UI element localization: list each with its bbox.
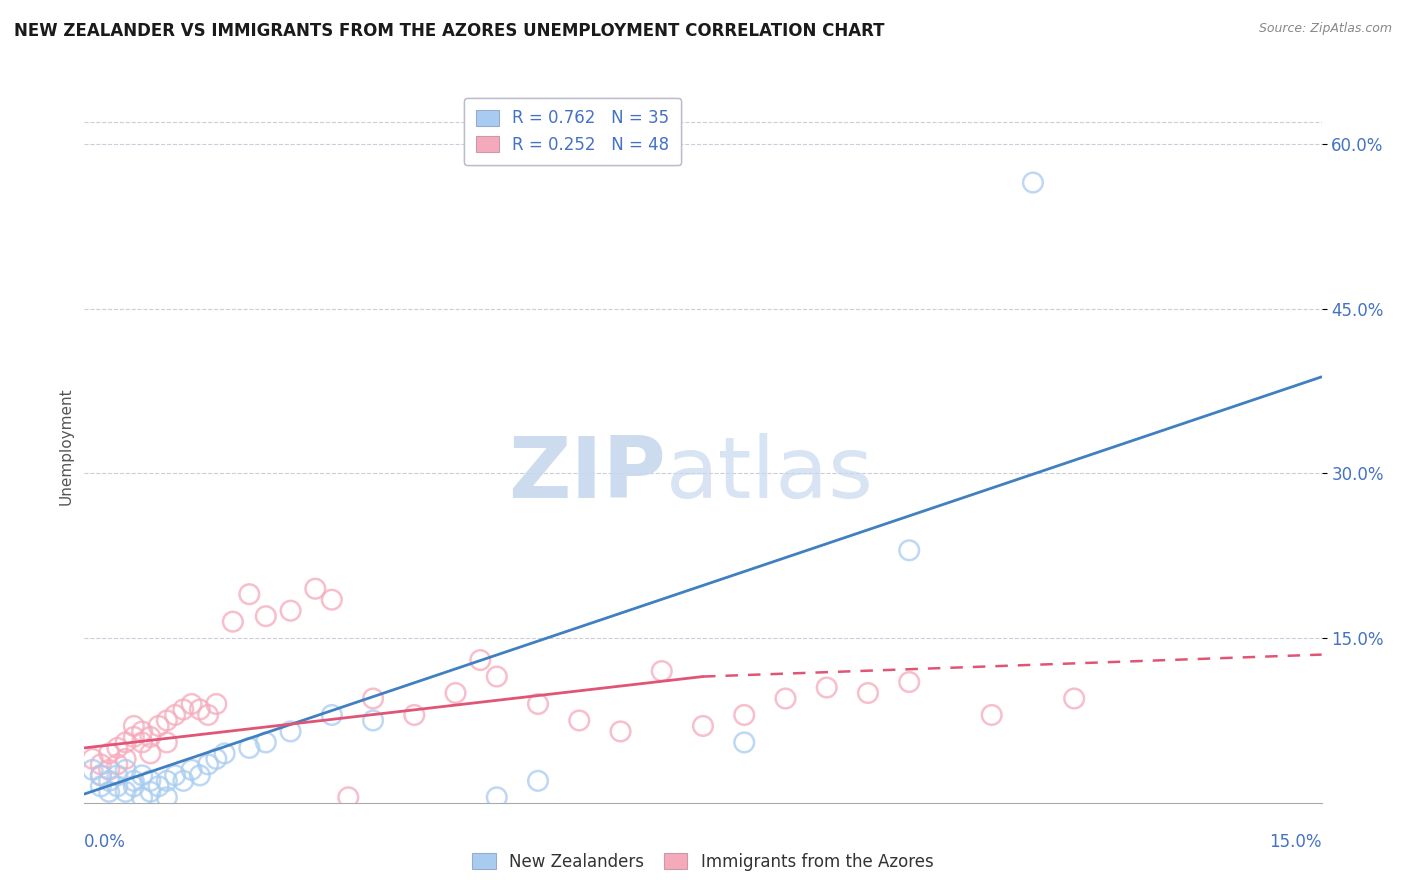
Point <box>651 664 673 678</box>
Point <box>238 740 260 755</box>
Point <box>131 724 153 739</box>
Point <box>114 785 136 799</box>
Legend: New Zealanders, Immigrants from the Azores: New Zealanders, Immigrants from the Azor… <box>464 845 942 880</box>
Point <box>980 708 1002 723</box>
Point <box>485 669 508 683</box>
Point <box>122 780 145 794</box>
Point <box>105 768 128 782</box>
Point <box>898 675 921 690</box>
Text: Source: ZipAtlas.com: Source: ZipAtlas.com <box>1258 22 1392 36</box>
Point <box>205 697 228 711</box>
Point <box>105 780 128 794</box>
Point <box>214 747 236 761</box>
Point <box>254 609 277 624</box>
Point <box>98 747 121 761</box>
Point <box>114 735 136 749</box>
Point <box>122 773 145 788</box>
Point <box>114 763 136 777</box>
Y-axis label: Unemployment: Unemployment <box>58 387 73 505</box>
Point <box>131 790 153 805</box>
Point <box>172 773 194 788</box>
Point <box>148 780 170 794</box>
Point <box>568 714 591 728</box>
Text: NEW ZEALANDER VS IMMIGRANTS FROM THE AZORES UNEMPLOYMENT CORRELATION CHART: NEW ZEALANDER VS IMMIGRANTS FROM THE AZO… <box>14 22 884 40</box>
Text: 0.0%: 0.0% <box>84 833 127 851</box>
Point <box>856 686 879 700</box>
Point <box>527 773 550 788</box>
Point <box>139 785 162 799</box>
Text: atlas: atlas <box>666 433 875 516</box>
Point <box>280 724 302 739</box>
Point <box>321 708 343 723</box>
Point <box>180 763 202 777</box>
Point <box>90 780 112 794</box>
Point <box>692 719 714 733</box>
Point <box>321 592 343 607</box>
Point <box>404 708 426 723</box>
Point <box>1063 691 1085 706</box>
Point <box>304 582 326 596</box>
Point <box>188 768 211 782</box>
Point <box>131 735 153 749</box>
Text: 15.0%: 15.0% <box>1270 833 1322 851</box>
Point <box>139 773 162 788</box>
Point <box>98 785 121 799</box>
Point <box>1022 176 1045 190</box>
Point <box>165 708 187 723</box>
Point <box>361 691 384 706</box>
Point <box>733 735 755 749</box>
Point <box>485 790 508 805</box>
Point <box>361 714 384 728</box>
Point <box>898 543 921 558</box>
Point <box>470 653 492 667</box>
Point <box>105 740 128 755</box>
Point <box>156 773 179 788</box>
Point <box>98 763 121 777</box>
Point <box>197 708 219 723</box>
Point <box>775 691 797 706</box>
Point <box>90 768 112 782</box>
Point <box>733 708 755 723</box>
Point <box>90 768 112 782</box>
Point <box>139 730 162 744</box>
Point <box>527 697 550 711</box>
Point <box>105 757 128 772</box>
Point <box>197 757 219 772</box>
Point <box>222 615 245 629</box>
Point <box>188 702 211 716</box>
Point <box>337 790 360 805</box>
Point <box>280 604 302 618</box>
Point <box>156 735 179 749</box>
Point <box>82 752 104 766</box>
Point <box>82 763 104 777</box>
Point <box>238 587 260 601</box>
Point <box>156 790 179 805</box>
Point <box>148 719 170 733</box>
Text: ZIP: ZIP <box>508 433 666 516</box>
Point <box>172 702 194 716</box>
Point <box>180 697 202 711</box>
Point <box>815 681 838 695</box>
Point <box>165 768 187 782</box>
Point <box>98 773 121 788</box>
Point <box>444 686 467 700</box>
Point <box>609 724 631 739</box>
Point <box>114 752 136 766</box>
Point <box>90 757 112 772</box>
Point <box>139 747 162 761</box>
Legend: R = 0.762   N = 35, R = 0.252   N = 48: R = 0.762 N = 35, R = 0.252 N = 48 <box>464 97 681 165</box>
Point <box>205 752 228 766</box>
Point <box>254 735 277 749</box>
Point <box>122 730 145 744</box>
Point <box>131 768 153 782</box>
Point <box>122 719 145 733</box>
Point <box>156 714 179 728</box>
